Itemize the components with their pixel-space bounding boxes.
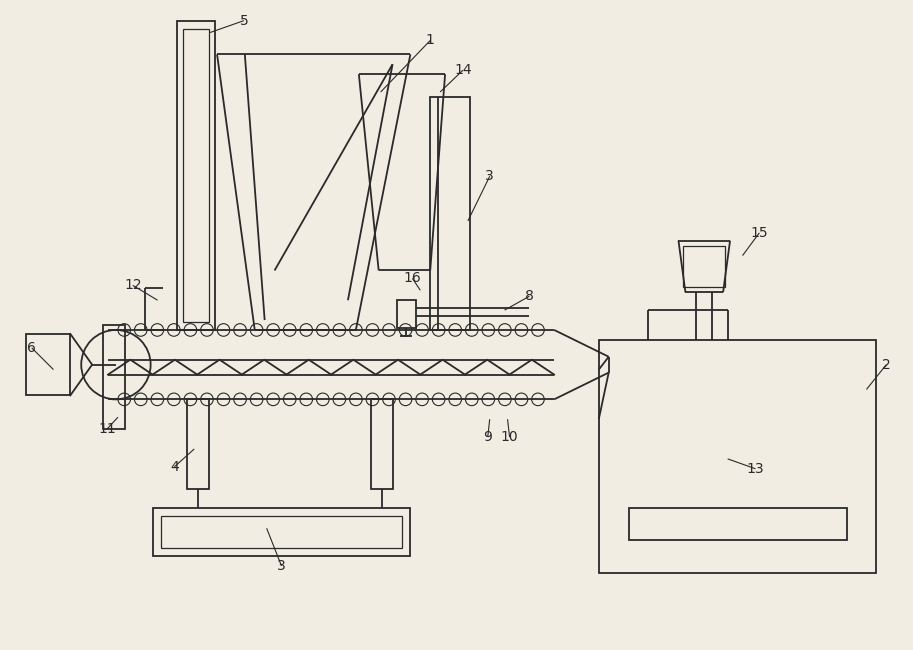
Bar bbox=[430, 97, 470, 330]
Text: 1: 1 bbox=[425, 33, 435, 47]
Text: 14: 14 bbox=[454, 63, 472, 77]
Bar bbox=[161, 516, 403, 548]
Bar bbox=[152, 508, 411, 556]
Bar bbox=[103, 325, 125, 429]
Text: 16: 16 bbox=[404, 272, 421, 285]
Text: 11: 11 bbox=[98, 422, 116, 436]
Text: 3: 3 bbox=[278, 559, 286, 573]
Text: 15: 15 bbox=[750, 226, 768, 240]
Bar bbox=[177, 21, 215, 330]
Text: 10: 10 bbox=[500, 430, 519, 444]
Bar bbox=[599, 340, 876, 573]
Bar bbox=[684, 246, 725, 287]
Bar bbox=[26, 334, 70, 395]
Text: 4: 4 bbox=[170, 460, 179, 474]
Text: 3: 3 bbox=[486, 169, 494, 183]
Bar bbox=[187, 399, 209, 489]
Bar bbox=[396, 300, 416, 328]
Text: 6: 6 bbox=[27, 341, 37, 355]
Text: 13: 13 bbox=[747, 462, 764, 476]
Bar bbox=[371, 399, 393, 489]
Bar bbox=[184, 29, 209, 322]
Text: 8: 8 bbox=[525, 289, 534, 304]
Text: 2: 2 bbox=[882, 358, 891, 372]
Text: 12: 12 bbox=[124, 278, 142, 292]
Bar bbox=[628, 508, 846, 540]
Text: 9: 9 bbox=[483, 430, 492, 444]
Text: 5: 5 bbox=[239, 14, 248, 27]
